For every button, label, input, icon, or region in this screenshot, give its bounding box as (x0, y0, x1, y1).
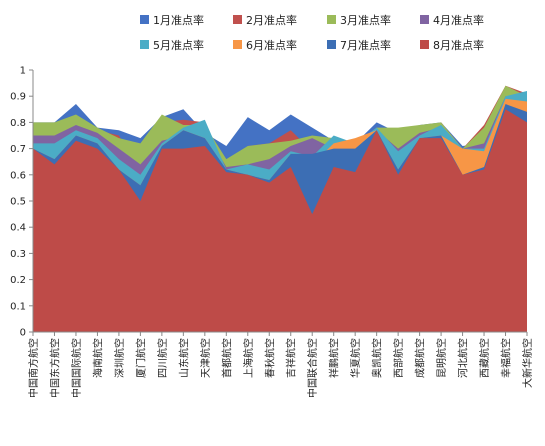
legend-swatch (140, 40, 149, 49)
legend-entry: 3月准点率 (340, 13, 391, 27)
x-category-label: 四川航空 (156, 338, 169, 378)
x-category-label: 成都航空 (414, 338, 427, 378)
legend-entry: 1月准点率 (153, 13, 204, 27)
legend-entry: 6月准点率 (246, 38, 297, 52)
y-tick-label: 0.9 (10, 92, 26, 103)
y-tick-label: 0.6 (10, 170, 26, 181)
x-category-label: 上海航空 (242, 338, 255, 378)
y-tick-label: 0.1 (10, 301, 26, 312)
y-tick-label: 0.7 (10, 144, 26, 155)
area-series-8 (33, 109, 527, 332)
x-category-label: 深圳航空 (113, 338, 126, 378)
x-category-label: 中国联合航空 (306, 338, 319, 398)
area-series-group (33, 85, 527, 333)
y-tick-label: 0.3 (10, 249, 26, 260)
legend-entry: 8月准点率 (433, 38, 484, 52)
legend-swatch (327, 40, 336, 49)
x-category-label: 海南航空 (91, 338, 104, 378)
x-category-label: 祥鹏航空 (328, 338, 341, 378)
x-category-label: 厦门航空 (134, 338, 147, 378)
x-category-label: 山东航空 (177, 338, 190, 378)
x-category-label: 西部航空 (392, 338, 405, 378)
y-tick-label: 0.2 (10, 275, 26, 286)
legend-swatch (233, 40, 242, 49)
x-category-label: 奥凯航空 (371, 338, 384, 378)
legend-swatch (327, 15, 336, 24)
legend-swatch (233, 15, 242, 24)
x-category-label: 西藏航空 (478, 338, 491, 378)
x-category-label: 春秋航空 (263, 338, 276, 378)
legend-entry: 2月准点率 (246, 13, 297, 27)
legend-entry: 5月准点率 (153, 38, 204, 52)
x-category-labels: 中国南方航空 中国东方航空 中国国际航空 海南航空 深圳航空 厦门航空 四川航空 山东航空 天津… (27, 332, 534, 398)
x-category-label: 中国国际航空 (70, 338, 83, 398)
x-category-label: 中国东方航空 (48, 338, 61, 398)
y-tick-label: 0.4 (10, 223, 26, 234)
y-tick-label: 0 (20, 328, 26, 339)
x-category-label: 天津航空 (199, 338, 212, 378)
x-category-label: 首都航空 (220, 338, 233, 378)
legend-swatch (420, 40, 429, 49)
legend-swatch (140, 15, 149, 24)
legend-swatch (420, 15, 429, 24)
x-category-label: 中国南方航空 (27, 338, 40, 398)
legend: 1月准点率 2月准点率 3月准点率 4月准点率 5月准点率 6月准点率 7月准点率 8月准点率 (140, 13, 484, 52)
x-category-label: 大新华航空 (521, 338, 534, 388)
y-tick-label: 1 (20, 66, 26, 77)
x-category-label: 吉祥航空 (285, 338, 298, 378)
x-category-label: 华夏航空 (349, 338, 362, 378)
legend-entry: 7月准点率 (340, 38, 391, 52)
x-category-label: 昆明航空 (435, 338, 448, 378)
y-tick-labels: 0 0.1 0.2 0.3 0.4 0.5 0.6 0.7 0.8 0.9 1 (10, 66, 33, 339)
x-category-label: 幸福航空 (500, 338, 513, 378)
y-tick-label: 0.5 (10, 197, 26, 208)
y-tick-label: 0.8 (10, 118, 26, 129)
legend-entry: 4月准点率 (433, 13, 484, 27)
x-category-label: 河北航空 (457, 338, 470, 378)
